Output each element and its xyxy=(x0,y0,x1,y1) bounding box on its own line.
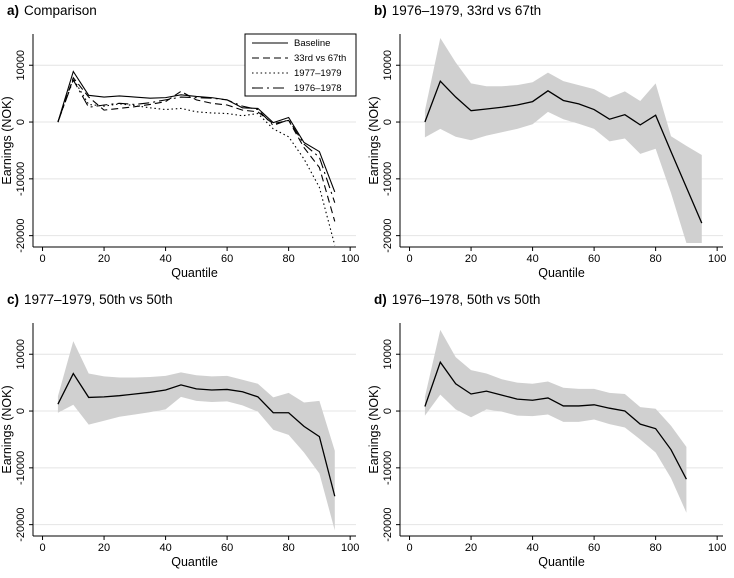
x-tick-label: 20 xyxy=(465,253,477,265)
x-tick-label: 60 xyxy=(588,542,600,554)
panel-label-d: d) xyxy=(374,292,387,307)
x-tick-label: 40 xyxy=(159,253,171,265)
data-line xyxy=(424,360,687,480)
panel-c: -20000 -10000 0 10000 0 20 40 60 80 100 Earnings (… xyxy=(0,289,367,578)
x-tick-label: 100 xyxy=(708,542,726,554)
y-axis-title: Earnings (NOK) xyxy=(0,385,14,473)
data-line xyxy=(57,76,336,222)
confidence-band xyxy=(424,329,687,513)
panel-title-text-d: 1976–1978, 50th vs 50th xyxy=(391,292,541,307)
y-tick-label: -10000 xyxy=(382,451,394,485)
x-tick-label: 60 xyxy=(221,253,233,265)
chart-svg-a: -20000 -10000 0 10000 0 20 40 60 80 100 Earnings (… xyxy=(0,33,359,280)
panel-title-text-b: 1976–1979, 33rd vs 67th xyxy=(391,3,542,18)
x-tick-label: 0 xyxy=(39,542,45,554)
x-tick-label: 20 xyxy=(98,542,110,554)
y-tick-label: -20000 xyxy=(15,508,27,542)
y-tick-label: 10000 xyxy=(15,339,27,370)
x-axis-title: Quantile xyxy=(171,555,218,569)
y-tick-label: -10000 xyxy=(15,451,27,485)
x-tick-label: 0 xyxy=(406,253,412,265)
y-tick-label: -10000 xyxy=(15,162,27,196)
data-line xyxy=(57,77,336,246)
x-tick-label: 40 xyxy=(526,253,538,265)
y-axis-title: Earnings (NOK) xyxy=(0,96,14,184)
x-tick-label: 80 xyxy=(283,253,295,265)
confidence-band xyxy=(424,37,702,244)
legend-label: 1977–1979 xyxy=(294,68,342,79)
data-line xyxy=(57,70,336,193)
y-tick-label: 10000 xyxy=(382,339,394,370)
chart-svg-b: -20000 -10000 0 10000 0 20 40 60 80 100 Earnings (… xyxy=(367,34,726,280)
y-tick-label: 0 xyxy=(382,408,394,414)
x-tick-label: 80 xyxy=(283,542,295,554)
panel-b: -20000 -10000 0 10000 0 20 40 60 80 100 Earnings (… xyxy=(367,0,734,289)
y-tick-label: -20000 xyxy=(382,219,394,253)
x-tick-label: 60 xyxy=(588,253,600,265)
x-tick-label: 100 xyxy=(341,542,359,554)
chart-svg-c: -20000 -10000 0 10000 0 20 40 60 80 100 Earnings (… xyxy=(0,323,359,569)
confidence-band xyxy=(57,341,335,531)
data-line xyxy=(424,79,703,224)
x-tick-label: 80 xyxy=(650,253,662,265)
x-tick-label: 40 xyxy=(159,542,171,554)
data-line xyxy=(57,78,336,203)
legend-box xyxy=(244,33,357,97)
panel-label-c: c) xyxy=(7,292,20,307)
x-tick-label: 20 xyxy=(465,542,477,554)
chart-svg-d: -20000 -10000 0 10000 0 20 40 60 80 100 Earnings (… xyxy=(367,323,726,569)
legend-label: 33rd vs 67th xyxy=(294,53,346,64)
x-tick-label: 0 xyxy=(406,542,412,554)
panel-title-b: b) 1976–1979, 33rd vs 67th xyxy=(374,3,541,18)
x-tick-label: 20 xyxy=(98,253,110,265)
panel-title-a: a) Comparison xyxy=(7,3,97,18)
panel-title-c: c) 1977–1979, 50th vs 50th xyxy=(7,292,173,307)
y-tick-label: 10000 xyxy=(382,50,394,81)
y-tick-label: 0 xyxy=(382,119,394,125)
y-tick-label: 10000 xyxy=(15,50,27,81)
x-tick-label: 40 xyxy=(526,542,538,554)
legend-label: 1976–1978 xyxy=(294,83,342,94)
panel-label-b: b) xyxy=(374,3,387,18)
x-axis-title: Quantile xyxy=(538,266,585,280)
x-tick-label: 100 xyxy=(341,253,359,265)
panel-label-a: a) xyxy=(7,3,20,18)
y-tick-label: 0 xyxy=(15,408,27,414)
panel-d: -20000 -10000 0 10000 0 20 40 60 80 100 Earnings (… xyxy=(367,289,734,578)
x-tick-label: 60 xyxy=(221,542,233,554)
legend-label: Baseline xyxy=(294,38,330,49)
y-tick-label: -20000 xyxy=(15,219,27,253)
x-tick-label: 100 xyxy=(708,253,726,265)
y-axis-title: Earnings (NOK) xyxy=(367,385,381,473)
y-axis-title: Earnings (NOK) xyxy=(367,96,381,184)
y-tick-label: -10000 xyxy=(382,162,394,196)
panel-title-text-c: 1977–1979, 50th vs 50th xyxy=(24,292,173,307)
panel-title-text-a: Comparison xyxy=(24,3,97,18)
y-tick-label: 0 xyxy=(15,119,27,125)
x-tick-label: 80 xyxy=(650,542,662,554)
x-tick-label: 0 xyxy=(39,253,45,265)
x-axis-title: Quantile xyxy=(171,266,218,280)
panel-a: -20000 -10000 0 10000 0 20 40 60 80 100 Earnings (… xyxy=(0,0,367,289)
panel-title-d: d) 1976–1978, 50th vs 50th xyxy=(374,292,540,307)
x-axis-title: Quantile xyxy=(538,555,585,569)
y-tick-label: -20000 xyxy=(382,508,394,542)
data-line xyxy=(57,372,336,497)
